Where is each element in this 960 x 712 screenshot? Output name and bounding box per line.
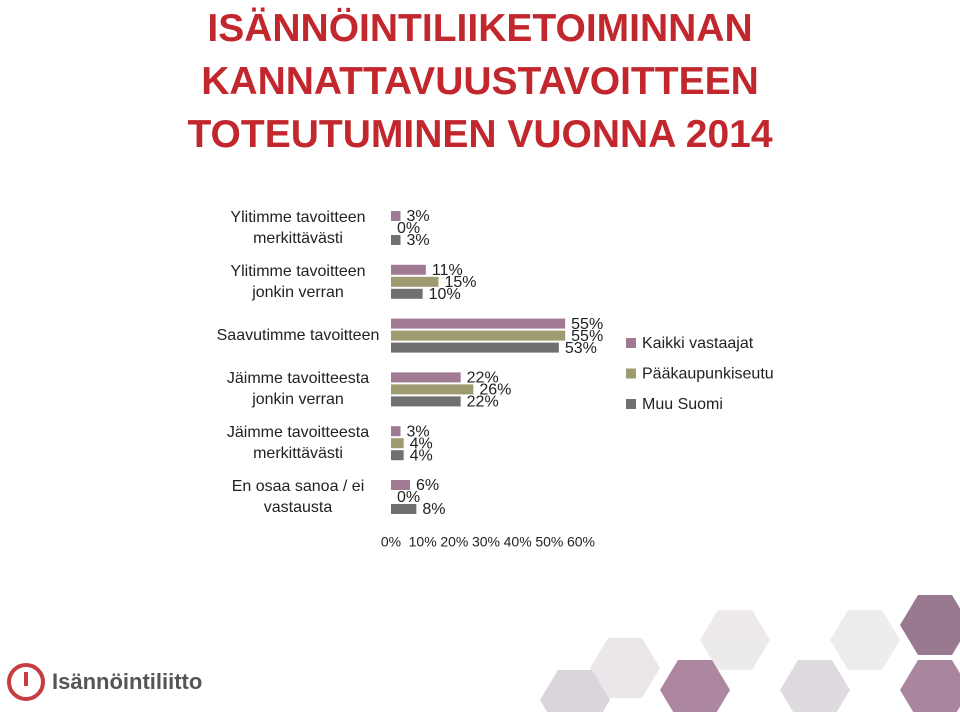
value-label: 3%: [407, 208, 430, 225]
category-label: Saavutimme tavoitteen: [216, 327, 380, 345]
value-label: 26%: [479, 382, 511, 399]
bar: [391, 276, 439, 287]
value-label: 8%: [422, 501, 445, 518]
value-label: 22%: [467, 370, 499, 387]
category-label: Jäimme tavoitteesta jonkin verran: [226, 370, 370, 409]
category-label: Ylitimme tavoitteen merkittävästi: [230, 209, 366, 247]
bar: [391, 480, 410, 490]
bar: [391, 396, 461, 407]
value-label: 55%: [571, 316, 603, 333]
bar: [391, 288, 423, 299]
legend-swatch: [626, 399, 636, 409]
value-label: 3%: [407, 232, 430, 249]
bar: [391, 264, 426, 275]
bar: [391, 504, 417, 514]
bar: [391, 384, 474, 395]
legend-swatch: [626, 338, 636, 348]
value-label: 15%: [445, 274, 477, 291]
value-label: 4%: [410, 435, 433, 452]
x-tick-label: 10%: [409, 534, 437, 550]
bar: [391, 450, 404, 461]
bar: [391, 211, 401, 221]
x-tick-label: 20%: [440, 534, 468, 550]
decoration: [7, 595, 960, 712]
legend-label: Muu Suomi: [642, 396, 723, 413]
value-label: 6%: [416, 477, 439, 494]
value-label: 55%: [571, 328, 603, 345]
value-label: 53%: [565, 340, 597, 357]
logo: Isännöintiliitto: [52, 669, 202, 694]
legend-swatch: [626, 368, 636, 379]
category-label: Ylitimme tavoitteen jonkin verran: [230, 262, 366, 301]
value-label: 22%: [467, 394, 499, 411]
value-label: 3%: [407, 423, 430, 440]
legend-label: Pääkaupunkiseutu: [642, 366, 774, 383]
value-label: 4%: [410, 447, 433, 464]
value-label: 0%: [397, 220, 420, 237]
bar: [391, 372, 461, 383]
x-tick-label: 40%: [504, 534, 532, 550]
chart-title: ISÄNNÖINTILIIKETOIMINNAN KANNATTAVUUSTAV…: [187, 7, 773, 156]
value-label: 11%: [432, 262, 463, 279]
bar: [391, 438, 404, 449]
bar: [391, 318, 566, 329]
bar: [391, 330, 566, 341]
x-tick-label: 50%: [535, 534, 563, 550]
x-tick-label: 0%: [381, 534, 401, 550]
category-label: En osaa sanoa / ei vastausta: [231, 478, 365, 516]
category-label: Jäimme tavoitteesta merkittävästi: [226, 424, 370, 463]
value-label: 10%: [429, 286, 461, 303]
bar: [391, 426, 401, 437]
bar: [391, 235, 401, 245]
x-tick-label: 60%: [567, 534, 595, 550]
x-tick-label: 30%: [472, 534, 500, 550]
value-label: 0%: [397, 489, 420, 506]
bar: [391, 342, 559, 353]
legend-label: Kaikki vastaajat: [642, 335, 754, 352]
